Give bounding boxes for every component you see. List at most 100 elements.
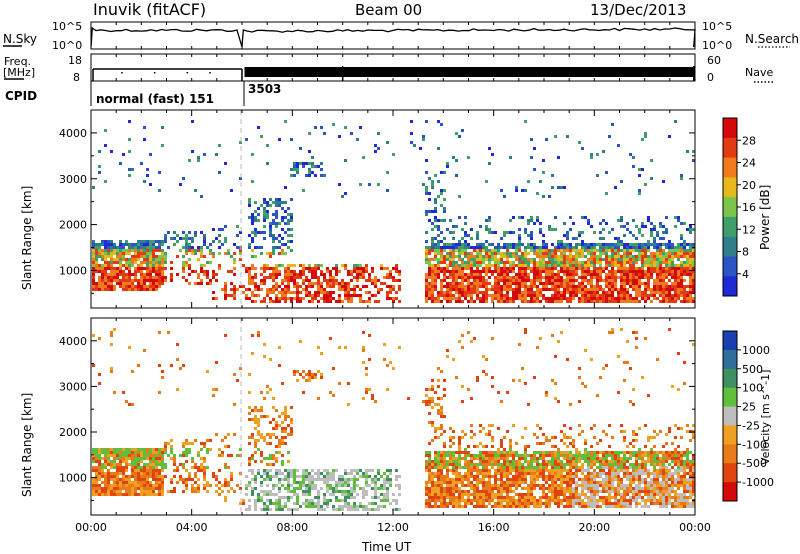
heatmap-cell bbox=[524, 249, 527, 252]
heatmap-cell bbox=[311, 171, 314, 174]
heatmap-cell bbox=[299, 285, 302, 288]
heatmap-cell bbox=[551, 273, 554, 276]
heatmap-cell bbox=[143, 282, 146, 285]
heatmap-cell bbox=[269, 388, 272, 391]
heatmap-cell bbox=[446, 246, 449, 249]
heatmap-cell bbox=[467, 454, 470, 457]
heatmap-cell bbox=[284, 276, 287, 279]
heatmap-cell bbox=[686, 264, 689, 267]
heatmap-cell bbox=[140, 270, 143, 273]
heatmap-cell bbox=[623, 255, 626, 258]
heatmap-cell bbox=[98, 270, 101, 273]
heatmap-cell bbox=[470, 273, 473, 276]
heatmap-cell bbox=[602, 237, 605, 240]
heatmap-cell bbox=[122, 451, 125, 454]
heatmap-cell bbox=[242, 499, 245, 502]
heatmap-cell bbox=[605, 297, 608, 300]
heatmap-cell bbox=[92, 457, 95, 460]
heatmap-cell bbox=[260, 481, 263, 484]
heatmap-cell bbox=[452, 493, 455, 496]
heatmap-cell bbox=[524, 427, 527, 430]
heatmap-cell bbox=[461, 261, 464, 264]
heatmap-cell bbox=[455, 243, 458, 246]
heatmap-cell bbox=[539, 288, 542, 291]
heatmap-cell bbox=[485, 294, 488, 297]
heatmap-cell bbox=[107, 255, 110, 258]
heatmap-cell bbox=[92, 276, 95, 279]
heatmap-cell bbox=[425, 249, 428, 252]
heatmap-cell bbox=[608, 135, 611, 138]
heatmap-cell bbox=[473, 273, 476, 276]
heatmap-cell bbox=[488, 481, 491, 484]
heatmap-cell bbox=[470, 340, 473, 343]
heatmap-cell bbox=[134, 288, 137, 291]
beam-title: Beam 00 bbox=[355, 1, 422, 19]
heatmap-cell bbox=[143, 288, 146, 291]
heatmap-cell bbox=[164, 252, 167, 255]
heatmap-cell bbox=[509, 270, 512, 273]
heatmap-cell bbox=[443, 493, 446, 496]
heatmap-cell bbox=[491, 288, 494, 291]
heatmap-cell bbox=[311, 373, 314, 376]
heatmap-cell bbox=[482, 291, 485, 294]
heatmap-cell bbox=[278, 273, 281, 276]
heatmap-cell bbox=[281, 264, 284, 267]
heatmap-cell bbox=[488, 472, 491, 475]
heatmap-cell bbox=[353, 478, 356, 481]
heatmap-cell bbox=[140, 279, 143, 282]
heatmap-cell bbox=[650, 258, 653, 261]
heatmap-cell bbox=[593, 294, 596, 297]
heatmap-cell bbox=[272, 463, 275, 466]
heatmap-cell bbox=[581, 147, 584, 150]
heatmap-cell bbox=[590, 273, 593, 276]
heatmap-cell bbox=[323, 276, 326, 279]
heatmap-cell bbox=[161, 126, 164, 129]
heatmap-cell bbox=[665, 276, 668, 279]
heatmap-cell bbox=[299, 484, 302, 487]
heatmap-cell bbox=[134, 490, 137, 493]
heatmap-cell bbox=[251, 276, 254, 279]
heatmap-cell bbox=[656, 279, 659, 282]
heatmap-cell bbox=[203, 478, 206, 481]
heatmap-cell bbox=[641, 168, 644, 171]
heatmap-cell bbox=[287, 282, 290, 285]
heatmap-cell bbox=[290, 291, 293, 294]
heatmap-cell bbox=[203, 240, 206, 243]
heatmap-cell bbox=[260, 436, 263, 439]
heatmap-cell bbox=[320, 373, 323, 376]
heatmap-cell bbox=[554, 216, 557, 219]
heatmap-cell bbox=[653, 243, 656, 246]
heatmap-cell bbox=[443, 276, 446, 279]
heatmap-cell bbox=[359, 126, 362, 129]
heatmap-cell bbox=[191, 252, 194, 255]
heatmap-cell bbox=[551, 249, 554, 252]
heatmap-cell bbox=[182, 267, 185, 270]
heatmap-cell bbox=[689, 255, 692, 258]
heatmap-cell bbox=[374, 496, 377, 499]
heatmap-cell bbox=[92, 249, 95, 252]
heatmap-cell bbox=[542, 249, 545, 252]
heatmap-cell bbox=[449, 427, 452, 430]
heatmap-cell bbox=[266, 478, 269, 481]
heatmap-cell bbox=[497, 282, 500, 285]
heatmap-cell bbox=[449, 255, 452, 258]
heatmap-cell bbox=[101, 448, 104, 451]
heatmap-cell bbox=[209, 252, 212, 255]
heatmap-cell bbox=[158, 487, 161, 490]
heatmap-cell bbox=[434, 436, 437, 439]
heatmap-cell bbox=[137, 282, 140, 285]
heatmap-cell bbox=[383, 481, 386, 484]
heatmap-cell bbox=[272, 279, 275, 282]
heatmap-cell bbox=[575, 246, 578, 249]
heatmap-cell bbox=[521, 475, 524, 478]
heatmap-cell bbox=[515, 252, 518, 255]
heatmap-cell bbox=[269, 421, 272, 424]
heatmap-cell bbox=[266, 490, 269, 493]
heatmap-cell bbox=[668, 135, 671, 138]
heatmap-cell bbox=[425, 400, 428, 403]
heatmap-cell bbox=[107, 261, 110, 264]
heatmap-cell bbox=[497, 267, 500, 270]
heatmap-cell bbox=[641, 225, 644, 228]
heatmap-cell bbox=[467, 246, 470, 249]
heatmap-cell bbox=[140, 264, 143, 267]
